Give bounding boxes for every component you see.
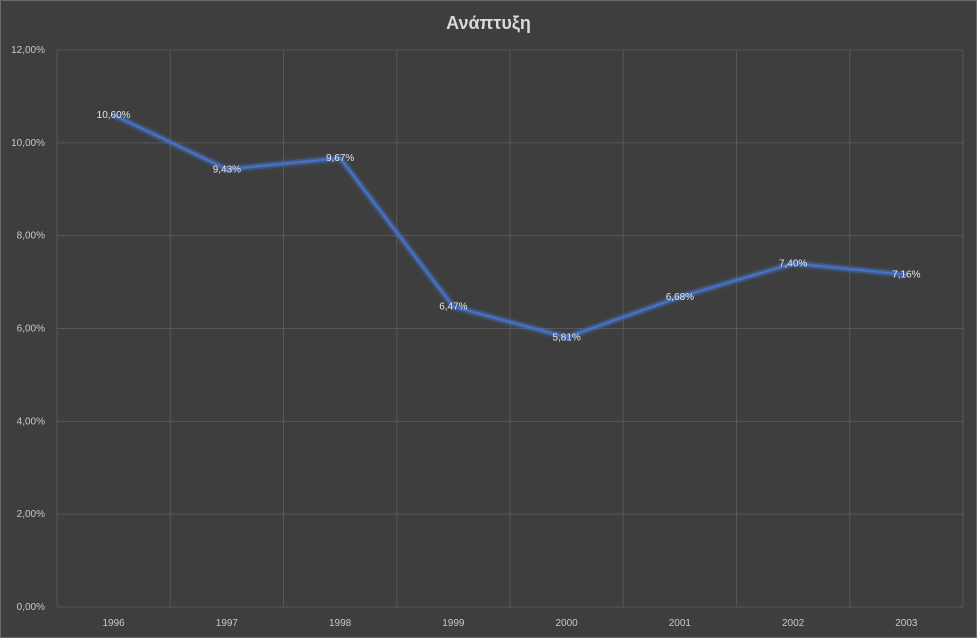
data-label: 7,16% — [892, 270, 920, 281]
data-point — [565, 335, 569, 339]
y-tick-label: 10,00% — [11, 138, 45, 149]
data-label: 9,67% — [326, 153, 354, 164]
x-tick-label: 2000 — [556, 618, 579, 629]
data-point — [338, 156, 342, 160]
y-tick-label: 6,00% — [17, 324, 45, 335]
x-tick-label: 1997 — [216, 618, 239, 629]
series-line — [113, 113, 907, 339]
axis-labels: 0,00% 2,00% 4,00% 6,00% 8,00% 10,00% 12,00% 199… — [11, 45, 918, 629]
data-point — [112, 113, 116, 117]
data-point — [904, 273, 908, 277]
x-tick-label: 1998 — [329, 618, 352, 629]
data-labels: 10,60% 9,43% 9,67% 6,47% 5,81% 6,68% 7,40% 7,16… — [97, 110, 921, 343]
data-point — [678, 295, 682, 299]
x-tick-label: 2001 — [669, 618, 692, 629]
data-point — [791, 262, 795, 266]
grid — [56, 49, 964, 608]
x-tick-label: 1999 — [442, 618, 465, 629]
x-tick-label: 2003 — [895, 618, 918, 629]
y-tick-label: 4,00% — [17, 416, 45, 427]
y-tick-label: 2,00% — [17, 509, 45, 520]
y-tick-label: 0,00% — [17, 602, 45, 613]
data-label: 10,60% — [97, 110, 131, 121]
data-label: 9,43% — [213, 164, 241, 175]
x-tick-label: 2002 — [782, 618, 805, 629]
data-point — [225, 167, 229, 171]
data-point — [451, 305, 455, 309]
series — [112, 112, 908, 341]
chart-title: Ανάπτυξη — [446, 13, 531, 33]
y-tick-label: 8,00% — [17, 231, 45, 242]
data-label: 7,40% — [779, 259, 807, 270]
y-tick-label: 12,00% — [11, 45, 45, 56]
data-label: 6,68% — [666, 292, 694, 303]
x-tick-label: 1996 — [103, 618, 126, 629]
data-label: 5,81% — [552, 332, 580, 343]
data-label: 6,47% — [439, 302, 467, 313]
